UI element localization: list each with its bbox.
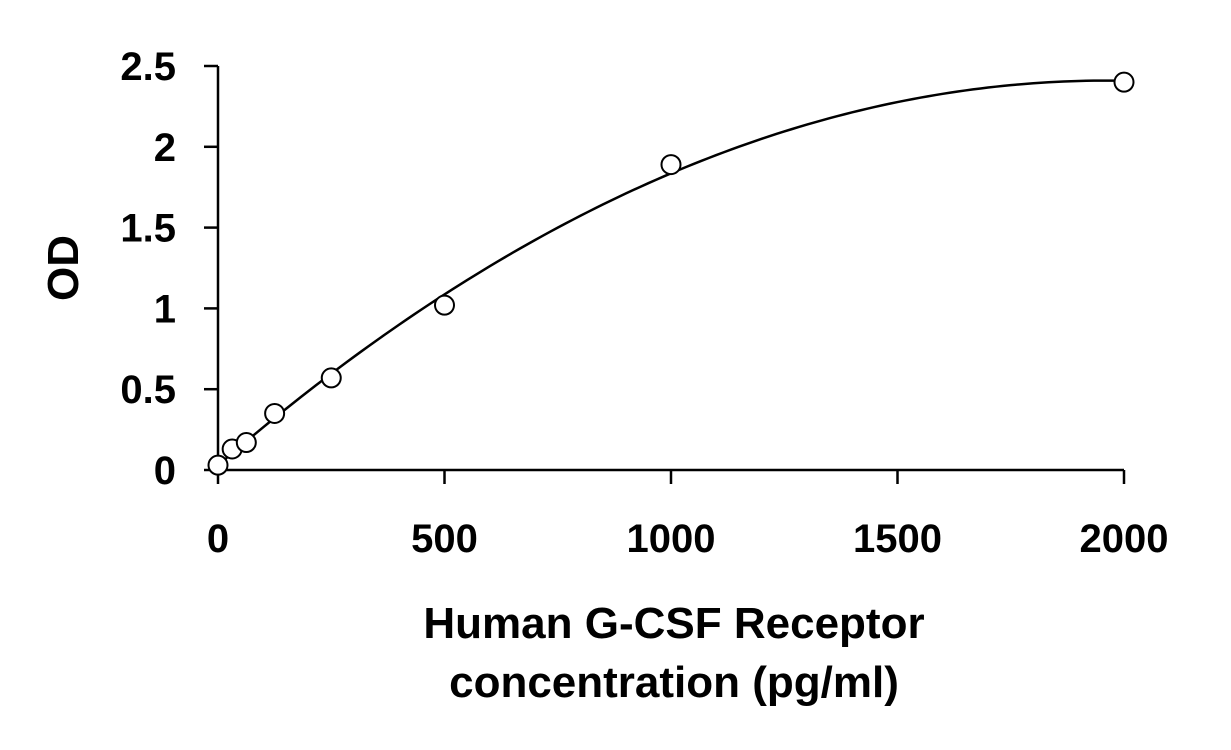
x-tick-label-1: 500 [411, 517, 478, 561]
data-point-3 [264, 402, 286, 424]
data-point-7 [1113, 71, 1135, 93]
data-point-4 [320, 367, 342, 389]
y-axis-title: OD [39, 235, 88, 301]
y-tick-label-1: 0.5 [120, 368, 176, 412]
x-tick-label-0: 0 [207, 517, 229, 561]
data-point-0 [207, 454, 229, 476]
x-tick-label-2: 1000 [627, 517, 716, 561]
y-tick-label-5: 2.5 [120, 45, 176, 89]
x-tick-label-4: 2000 [1080, 517, 1169, 561]
y-tick-label-3: 1.5 [120, 207, 176, 251]
x-tick-label-3: 1500 [853, 517, 942, 561]
y-tick-label-2: 1 [154, 287, 176, 331]
y-tick-label-4: 2 [154, 126, 176, 170]
data-point-6 [660, 154, 682, 176]
data-point-2 [235, 432, 257, 454]
data-points [207, 71, 1135, 476]
axes [216, 66, 1124, 472]
y-tick-label-0: 0 [154, 449, 176, 493]
x-axis-title-line-2: concentration (pg/ml) [449, 658, 899, 707]
data-point-5 [434, 294, 455, 316]
ticks: 0 0.5 1 1.5 2 2.5 0 500 1000 1500 2000 [120, 45, 1168, 561]
x-axis-title-line-1: Human G-CSF Receptor [423, 599, 924, 648]
fit-curve [217, 79, 1125, 467]
fit-curve-group [217, 79, 1125, 467]
